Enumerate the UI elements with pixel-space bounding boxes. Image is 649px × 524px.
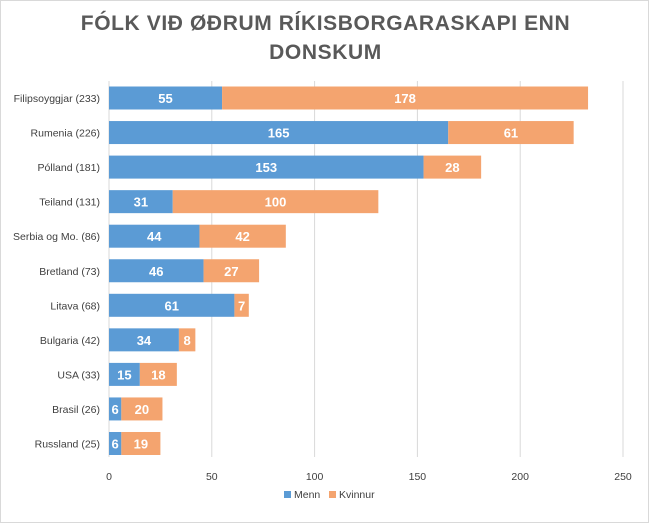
x-tick-label: 100 [306, 471, 324, 483]
bar-kvinnur-7 [178, 328, 196, 352]
category-label: Pólland (181) [38, 162, 100, 174]
data-label-kvinnur: 18 [151, 367, 165, 382]
bar-menn-3 [109, 190, 173, 214]
data-label-menn: 31 [134, 195, 148, 210]
data-label-menn: 44 [147, 229, 162, 244]
data-label-kvinnur: 8 [184, 333, 191, 348]
x-tick-label: 50 [206, 471, 218, 483]
legend-label-kvinnur: Kvinnur [339, 489, 375, 501]
chart-title: FÓLK VIÐ ØÐRUM RÍKISBORGARASKAPI ENN DON… [1, 9, 649, 67]
bar-menn-0 [109, 86, 223, 110]
bar-kvinnur-6 [234, 293, 249, 317]
bars: 55 178 165 61 153 28 31 100 44 42 46 27 61 7 34 8 15 18 6 2… [109, 86, 589, 455]
bar-kvinnur-8 [139, 362, 177, 386]
x-tick-label: 0 [106, 471, 112, 483]
category-label: Litava (68) [50, 300, 100, 312]
data-label-kvinnur: 28 [445, 160, 459, 175]
category-label: Filipsoyggjar (233) [14, 93, 100, 105]
bar-kvinnur-5 [203, 259, 260, 283]
data-label-kvinnur: 7 [238, 298, 245, 313]
bar-menn-4 [109, 224, 200, 248]
bar-menn-8 [109, 362, 140, 386]
category-label: Brasil (26) [52, 404, 100, 416]
category-label: Bulgaria (42) [40, 335, 100, 347]
x-tick-label: 200 [511, 471, 529, 483]
data-label-menn: 55 [158, 91, 172, 106]
data-label-kvinnur: 20 [135, 402, 149, 417]
category-label: Russland (25) [35, 439, 100, 451]
data-label-kvinnur: 42 [235, 229, 249, 244]
x-axis-ticks: 0 50 100 150 200 250 [106, 471, 632, 483]
chart-title-line-2: DONSKUM [269, 41, 382, 64]
bar-menn-10 [109, 432, 122, 455]
bar-kvinnur-1 [448, 121, 574, 145]
bar-menn-7 [109, 328, 179, 352]
data-label-menn: 153 [255, 160, 277, 175]
category-label: Serbia og Mo. (86) [13, 231, 100, 243]
data-label-menn: 6 [112, 402, 119, 417]
category-label: Rumenia (226) [31, 128, 100, 140]
bar-kvinnur-2 [423, 155, 482, 179]
data-label-kvinnur: 27 [224, 264, 238, 279]
legend-swatch-kvinnur [329, 491, 336, 498]
chart-title-line-1: FÓLK VIÐ ØÐRUM RÍKISBORGARASKAPI ENN [80, 12, 571, 35]
bar-menn-6 [109, 293, 235, 317]
data-label-kvinnur: 100 [265, 195, 287, 210]
data-label-menn: 165 [268, 126, 290, 141]
bar-menn-9 [109, 397, 122, 421]
data-label-kvinnur: 61 [504, 126, 518, 141]
data-label-menn: 15 [117, 367, 131, 382]
legend-label-menn: Menn [294, 489, 320, 501]
bar-kvinnur-0 [222, 86, 589, 110]
category-label: Teiland (131) [39, 197, 100, 209]
x-tick-label: 150 [409, 471, 427, 483]
data-label-menn: 61 [164, 298, 178, 313]
bar-kvinnur-9 [121, 397, 163, 421]
category-label: Bretland (73) [39, 266, 100, 278]
category-labels: Filipsoyggjar (233) Rumenia (226) Pólland … [13, 93, 100, 451]
data-label-kvinnur: 178 [394, 91, 416, 106]
legend-swatch-menn [284, 491, 291, 498]
bar-kvinnur-10 [121, 432, 161, 455]
category-label: USA (33) [57, 369, 100, 381]
bar-menn-5 [109, 259, 204, 283]
data-label-menn: 6 [112, 437, 119, 452]
bar-kvinnur-4 [199, 224, 286, 248]
data-label-kvinnur: 19 [134, 437, 148, 452]
legend: Menn Kvinnur [284, 489, 375, 501]
x-tick-label: 250 [614, 471, 632, 483]
data-label-menn: 34 [137, 333, 152, 348]
data-label-menn: 46 [149, 264, 163, 279]
bar-menn-2 [109, 155, 424, 179]
bar-menn-1 [109, 121, 449, 145]
bar-kvinnur-3 [172, 190, 379, 214]
